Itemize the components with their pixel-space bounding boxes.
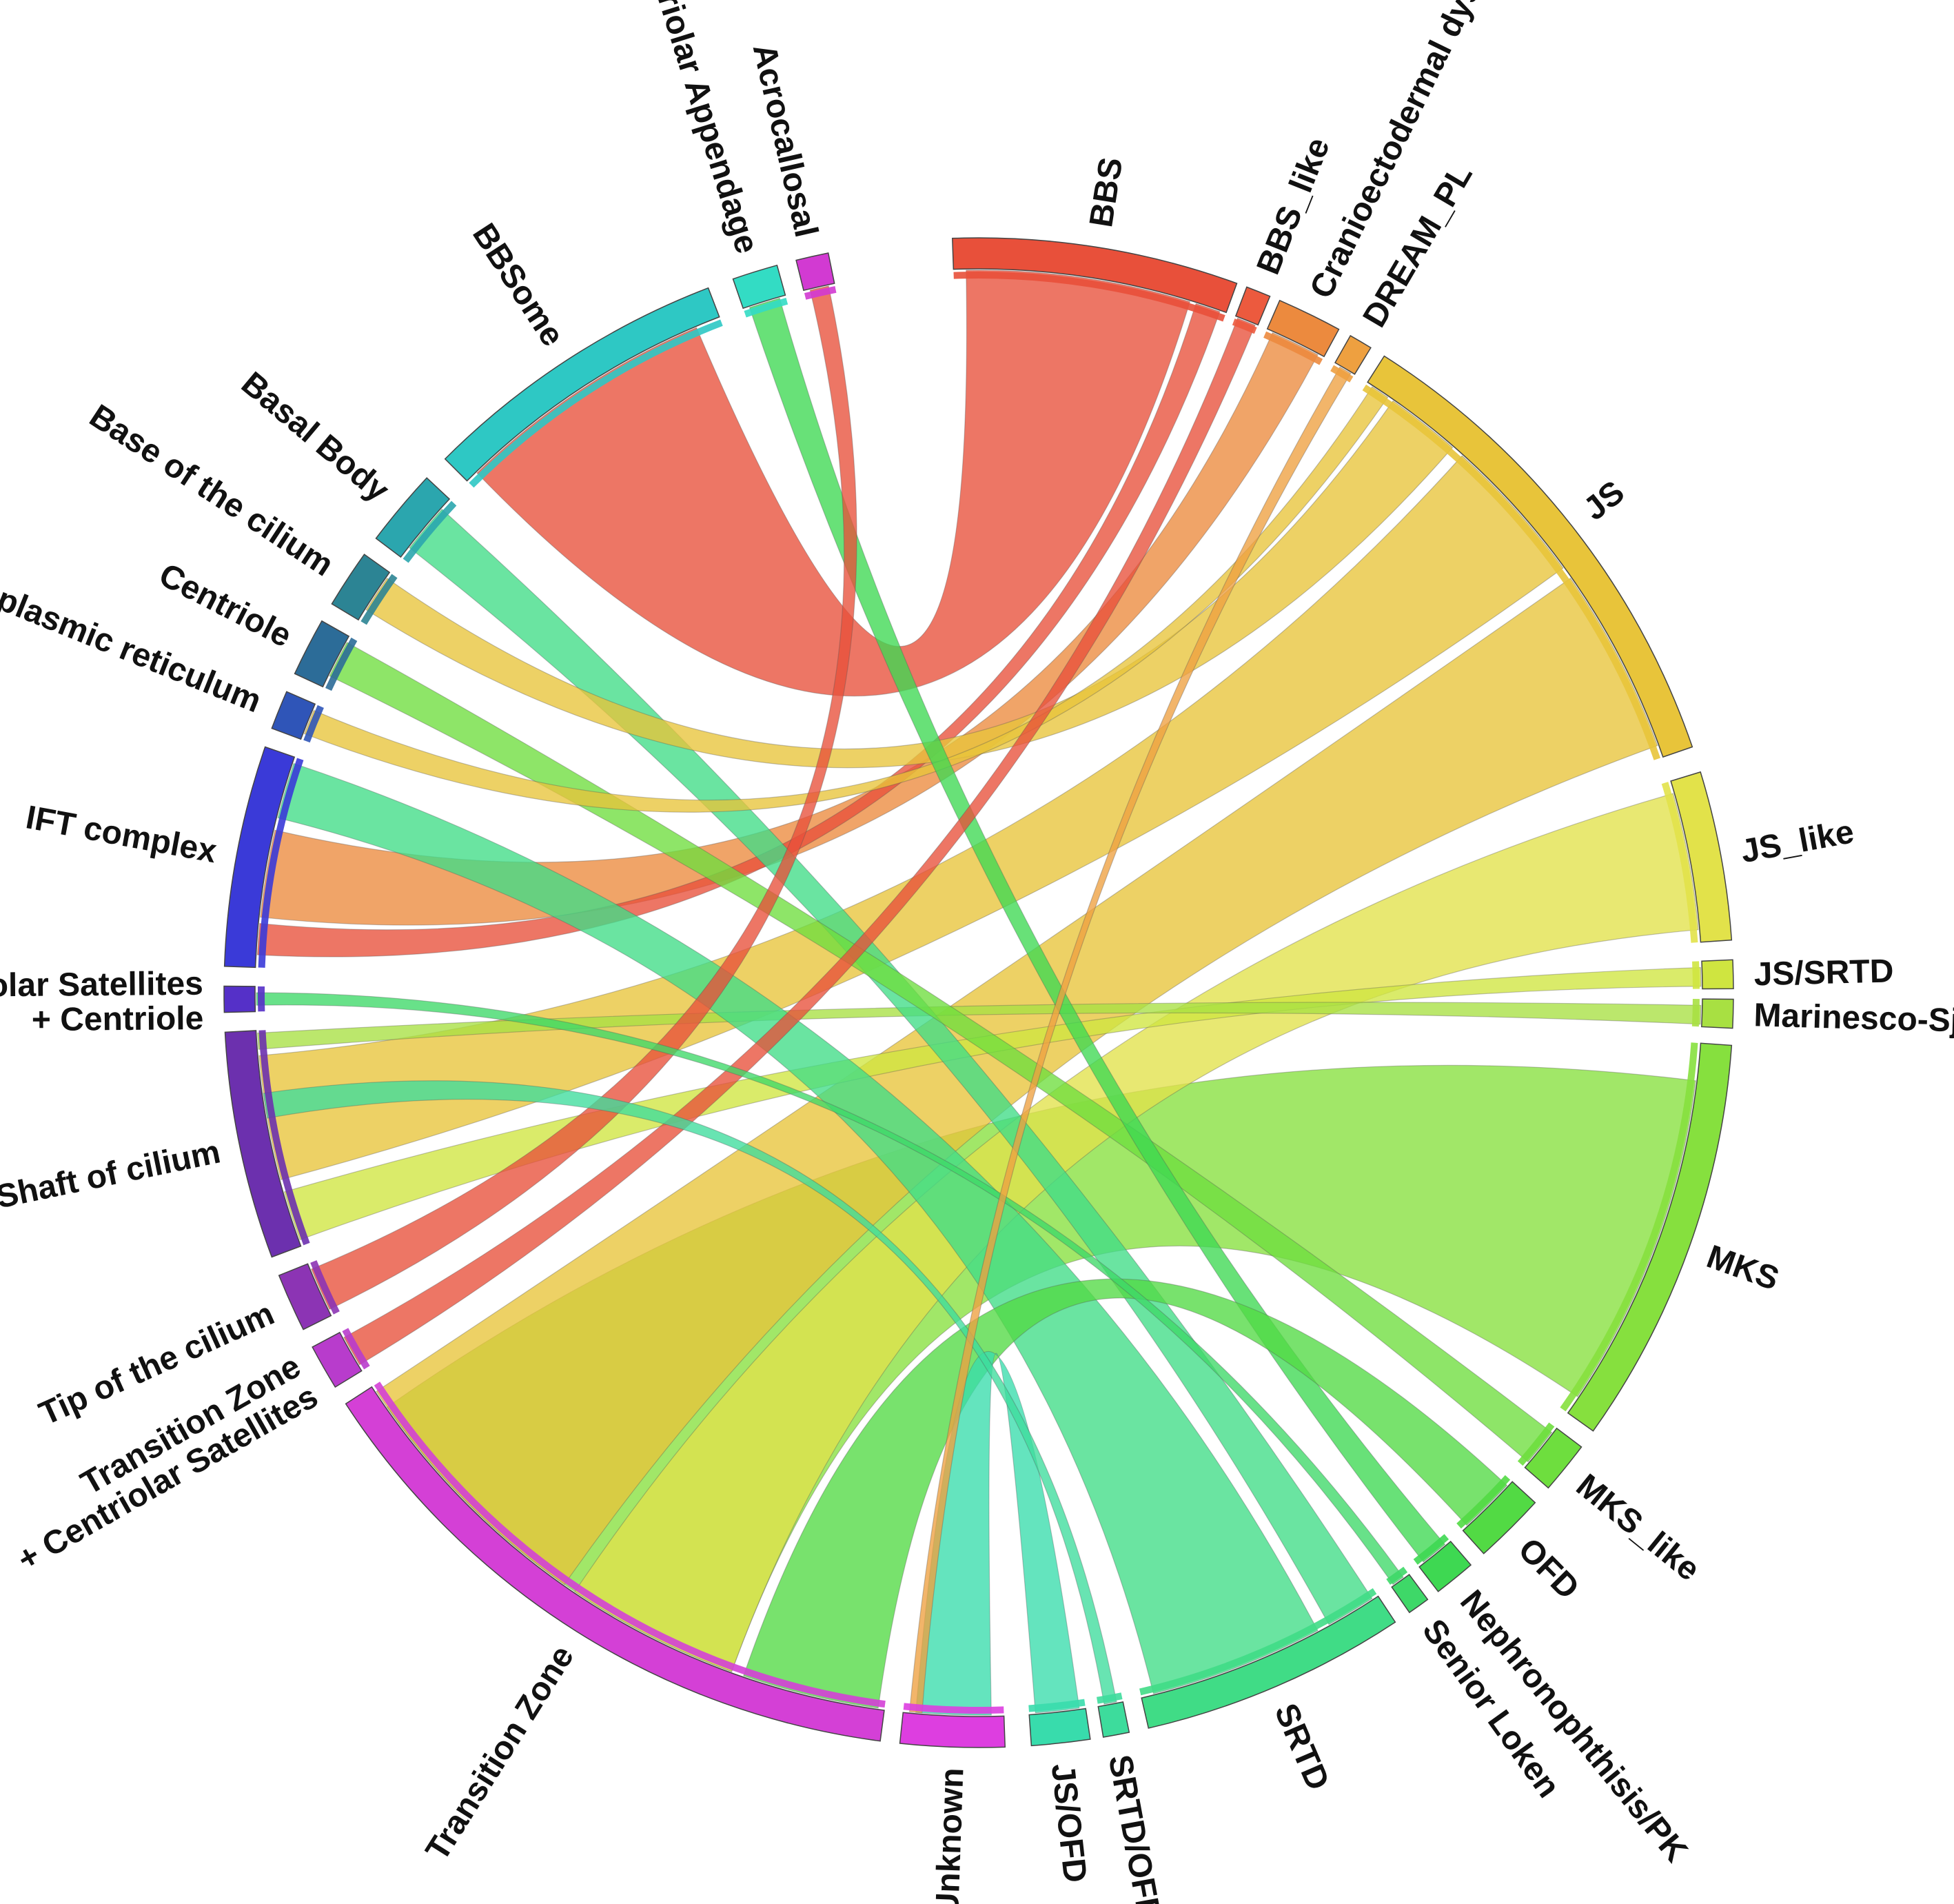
- ribbon-acro-tip: [310, 285, 857, 1310]
- label-js: JS: [1577, 474, 1631, 527]
- segment-arc-srtd_ofd[interactable]: [1097, 1701, 1130, 1738]
- segment-band-shaft: [258, 1030, 310, 1246]
- segment-arc-srtd[interactable]: [1141, 1595, 1396, 1729]
- segment-arc-mks_like[interactable]: [1524, 1427, 1582, 1489]
- label-cs_centriole: Centriolar Satellites + Centriole: [0, 966, 204, 1040]
- chord-ribbons: [256, 270, 1702, 1716]
- segment-band-mks_like: [1517, 1422, 1555, 1466]
- ribbon-senior-cs_centriole: [256, 992, 1404, 1586]
- label-bbs: BBS: [1083, 155, 1130, 230]
- segment-arc-bbs[interactable]: [952, 237, 1238, 314]
- ribbon-er-js: [303, 386, 1389, 813]
- segment-arc-cs_centriole[interactable]: [223, 985, 256, 1013]
- segment-arc-tz[interactable]: [345, 1386, 885, 1742]
- segment-arc-mks[interactable]: [1567, 1042, 1733, 1432]
- segment-arc-tip[interactable]: [278, 1263, 332, 1330]
- segment-arc-ofd[interactable]: [1462, 1481, 1536, 1554]
- segment-band-js_like: [1661, 782, 1698, 943]
- segment-band-unknown: [903, 1703, 1004, 1714]
- segment-arc-js_ofd[interactable]: [1028, 1708, 1091, 1747]
- segment-arc-basal[interactable]: [375, 477, 451, 558]
- label-bbsome: BBSome: [465, 217, 571, 353]
- segment-arc-acro[interactable]: [795, 252, 835, 292]
- segment-band-bbs_like: [1232, 318, 1257, 334]
- segment-band-ift: [258, 758, 304, 968]
- segment-band-er: [303, 705, 324, 743]
- label-cent_app: Centriolar Appendage: [629, 0, 766, 258]
- segment-band-cranio: [1263, 331, 1323, 365]
- label-mks: MKS: [1702, 1238, 1783, 1297]
- ribbon-dream-unknown: [908, 366, 1352, 1714]
- label-tz_cs: Transition Zone+ Centriolar Satellites: [0, 1348, 324, 1579]
- segment-band-srtd_ofd: [1096, 1692, 1123, 1704]
- label-unknown: Unknown: [929, 1767, 971, 1904]
- label-js_srtd: JS/SRTD: [1753, 953, 1894, 993]
- ribbon-tz_cs-bbs_like: [343, 317, 1256, 1366]
- segment-arc-js[interactable]: [1367, 355, 1693, 758]
- segment-arc-base[interactable]: [331, 554, 391, 621]
- segment-arc-nephro[interactable]: [1418, 1540, 1472, 1592]
- segment-arc-bbs_like[interactable]: [1234, 286, 1271, 326]
- label-basal: Basal Body: [234, 365, 396, 509]
- segment-arc-ift[interactable]: [223, 746, 296, 969]
- segment-band-centriole: [325, 637, 358, 691]
- segment-arc-js_like[interactable]: [1670, 771, 1733, 943]
- segment-band-tz_cs: [342, 1328, 370, 1370]
- ribbon-cent_app-nephro: [749, 297, 1446, 1563]
- ribbon-centriole-mks_like: [329, 642, 1553, 1463]
- label-er: Endoplasmic reticulum: [0, 549, 266, 720]
- segment-band-srtd: [1139, 1588, 1377, 1696]
- label-ift: IFT complex: [23, 799, 219, 870]
- label-js_ofd: JS/OFD: [1044, 1762, 1094, 1885]
- segment-band-cent_app: [744, 298, 788, 318]
- segment-arc-er[interactable]: [271, 691, 316, 740]
- segment-arc-marinesco[interactable]: [1701, 998, 1734, 1029]
- ribbon-tz-js: [376, 578, 1658, 1586]
- segment-arc-unknown[interactable]: [899, 1712, 1006, 1748]
- segment-arc-senior[interactable]: [1391, 1574, 1429, 1614]
- label-acro: Acrocallosal: [746, 41, 825, 241]
- ribbon-ift-srtd: [277, 762, 1319, 1694]
- segment-band-js_srtd: [1692, 961, 1700, 989]
- label-mks_like: MKS_like: [1569, 1467, 1707, 1588]
- segment-arc-cranio[interactable]: [1266, 299, 1340, 358]
- segment-arc-dream[interactable]: [1334, 334, 1372, 375]
- segment-band-base: [360, 574, 398, 625]
- label-tz: Transition Zone: [419, 1639, 582, 1867]
- segment-arc-js_srtd[interactable]: [1701, 959, 1734, 990]
- segment-band-acro: [804, 285, 837, 300]
- segment-band-marinesco: [1691, 999, 1700, 1027]
- segment-band-dream: [1330, 365, 1354, 383]
- segment-arc-centriole[interactable]: [294, 620, 350, 688]
- segment-band-ofd: [1456, 1475, 1511, 1529]
- segment-band-tip: [310, 1260, 340, 1315]
- ribbon-srtd_ofd-shaft: [263, 1080, 1117, 1705]
- segment-arc-tz_cs[interactable]: [312, 1331, 363, 1388]
- segment-band-basal: [403, 500, 457, 563]
- segment-band-senior: [1386, 1566, 1408, 1585]
- segment-band-bbs: [953, 272, 1225, 322]
- segment-band-nephro: [1413, 1534, 1449, 1565]
- segment-arcs: [223, 237, 1734, 1748]
- label-srtd: SRTD: [1268, 1699, 1336, 1796]
- ribbon-bbsome-bbs: [476, 270, 1191, 697]
- segment-band-cs_centriole: [257, 986, 265, 1012]
- label-marinesco: Marinesco-Sjogren: [1753, 997, 1954, 1042]
- ribbon-base-js: [365, 400, 1454, 769]
- label-ofd: OFD: [1511, 1531, 1586, 1606]
- label-srtd_ofd: SRTD/OFD: [1101, 1752, 1168, 1904]
- label-shaft: Shaft of cilium: [0, 1133, 223, 1215]
- ribbon-tz-ofd: [743, 1278, 1508, 1709]
- segment-band-js_ofd: [1028, 1699, 1086, 1712]
- label-centriole: Centriole: [153, 556, 297, 654]
- segment-arc-cent_app[interactable]: [732, 264, 786, 310]
- segment-arc-shaft[interactable]: [224, 1030, 302, 1258]
- segment-arc-bbsome[interactable]: [444, 287, 720, 482]
- label-js_like: JS_like: [1738, 813, 1857, 870]
